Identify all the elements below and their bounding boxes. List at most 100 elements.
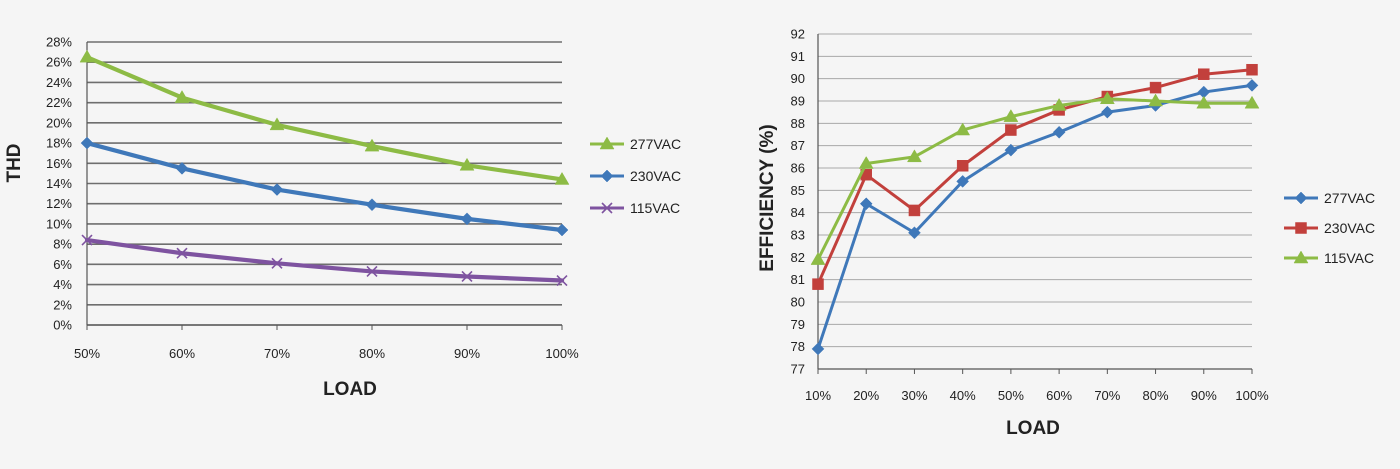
data-point — [1198, 68, 1210, 80]
data-point — [81, 234, 93, 246]
y-tick-label: 84 — [791, 205, 805, 220]
y-tick-label: 0% — [53, 318, 72, 333]
data-point — [812, 278, 824, 290]
x-tick-label: 90% — [454, 346, 480, 361]
data-point — [955, 122, 971, 136]
legend: 277VAC 230VAC 115VAC — [1284, 190, 1375, 266]
y-tick-label: 14% — [46, 176, 72, 191]
x-tick-label: 70% — [264, 346, 290, 361]
data-point — [1005, 124, 1017, 136]
series-line — [84, 140, 565, 233]
series-277VAC — [79, 49, 570, 185]
series-line — [816, 83, 1254, 351]
y-tick-label: 81 — [791, 272, 805, 287]
data-point — [1244, 95, 1260, 109]
data-point — [1149, 81, 1162, 94]
series-line — [816, 68, 1254, 286]
x-tick-label: 100% — [545, 346, 579, 361]
y-tick-label: 78 — [791, 339, 805, 354]
legend-marker — [1295, 222, 1307, 234]
data-point — [79, 49, 95, 63]
data-point — [554, 171, 570, 185]
data-point — [907, 149, 922, 163]
x-tick-label: 60% — [1046, 388, 1072, 403]
y-tick-label: 18% — [46, 136, 72, 151]
legend-item: 230VAC — [1284, 220, 1375, 236]
y-axis-title: THD — [4, 143, 25, 182]
legend-marker — [600, 169, 614, 183]
y-tick-label: 28% — [46, 35, 72, 50]
y-tick-label: 80 — [791, 295, 805, 310]
y-tick-label: 22% — [46, 95, 72, 110]
x-tick-label: 50% — [74, 346, 100, 361]
y-tick-label: 8% — [53, 237, 72, 252]
thd-chart: 0% 2% 4% 6% 8% 10% 12% 14% 16% 18% 20% 22% 24% 26% 28%… — [4, 35, 681, 401]
legend-marker — [599, 136, 615, 150]
y-tick-label: 20% — [46, 115, 72, 130]
legend: 277VAC 230VAC 115VAC — [590, 136, 681, 216]
series-230VAC — [80, 136, 569, 237]
y-tick-label: 16% — [46, 156, 72, 171]
legend-label: 277VAC — [630, 136, 681, 152]
y-tick-label: 12% — [46, 196, 72, 211]
legend-label: 230VAC — [630, 168, 681, 184]
series-230VAC — [812, 63, 1258, 290]
y-tick-label: 24% — [46, 75, 72, 90]
data-point — [956, 175, 970, 188]
x-tick-label: 80% — [1143, 388, 1169, 403]
data-point — [1196, 95, 1212, 109]
data-point — [556, 274, 568, 287]
y-tick-label: 87 — [791, 138, 805, 153]
x-tick-label: 20% — [853, 388, 879, 403]
x-tick-label: 90% — [1191, 388, 1217, 403]
data-point — [810, 252, 826, 265]
legend-label: 230VAC — [1324, 220, 1375, 236]
data-point — [271, 257, 283, 269]
series-115VAC — [810, 91, 1260, 265]
legend-item: 230VAC — [590, 168, 681, 184]
data-point — [366, 265, 378, 277]
y-tick-label: 89 — [791, 94, 805, 109]
data-point — [1100, 105, 1114, 119]
data-point — [364, 138, 380, 152]
y-tick-label: 4% — [53, 277, 72, 292]
legend-item: 115VAC — [590, 200, 680, 216]
legend-marker — [1293, 250, 1309, 264]
y-tick-label: 82 — [791, 250, 805, 265]
data-point — [269, 117, 285, 131]
data-point — [1052, 125, 1066, 139]
x-axis-title: LOAD — [1006, 418, 1060, 439]
gridlines — [87, 41, 562, 326]
efficiency-chart: 77 78 79 80 81 82 83 84 85 86 87 88 89 90 91 92 10% 20% 30… — [757, 27, 1375, 440]
y-tick-label: 90 — [791, 71, 805, 86]
x-axis-title: LOAD — [323, 379, 377, 400]
legend-label: 115VAC — [630, 200, 680, 216]
legend-label: 277VAC — [1324, 190, 1375, 206]
data-point — [460, 212, 474, 226]
data-point — [908, 226, 921, 240]
data-point — [859, 197, 873, 211]
y-tick-label: 91 — [791, 49, 805, 64]
data-point — [176, 247, 188, 259]
data-point — [459, 157, 475, 171]
data-point — [1099, 91, 1115, 105]
data-point — [858, 156, 874, 169]
legend-item: 277VAC — [1284, 190, 1375, 206]
x-tick-label: 50% — [998, 388, 1024, 403]
y-tick-label: 88 — [791, 116, 805, 131]
data-point — [174, 90, 190, 103]
y-tick-label: 10% — [46, 216, 72, 231]
y-tick-label: 2% — [53, 297, 72, 312]
legend-marker — [601, 202, 613, 214]
y-tick-label: 92 — [791, 27, 805, 42]
series-line — [84, 238, 565, 283]
data-point — [175, 161, 189, 175]
x-tick-label: 40% — [950, 388, 976, 403]
legend-item: 277VAC — [590, 136, 681, 152]
y-tick-label: 77 — [791, 362, 805, 377]
gridlines — [818, 33, 1252, 370]
data-point — [1148, 93, 1163, 107]
series-line — [816, 97, 1254, 262]
legend-marker — [1294, 191, 1308, 205]
